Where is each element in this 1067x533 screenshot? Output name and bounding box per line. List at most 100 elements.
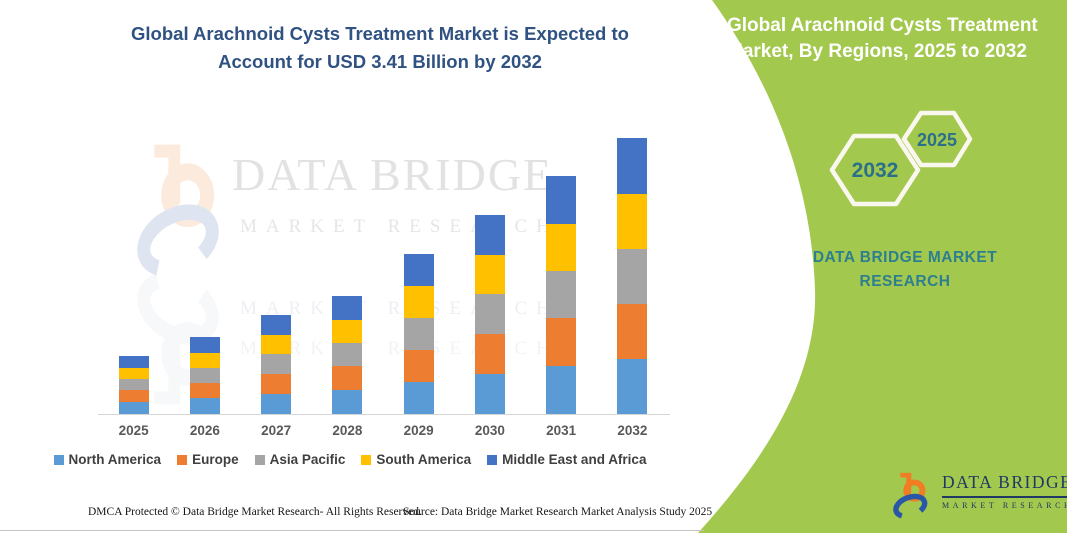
bar-2030 [454,120,525,414]
bar-segment-asia-pacific [403,318,434,350]
hexagon-2025-label: 2025 [917,130,957,150]
legend-label: South America [376,452,472,467]
x-axis-labels: 2025 2026 2027 2028 2029 2030 2031 2032 [98,423,668,438]
bar-segment-asia-pacific [118,379,149,390]
legend-label: Europe [192,452,239,467]
legend-swatch [487,454,498,465]
bar-segment-south-america [189,353,220,368]
bar-segment-middle-east-and-africa [118,356,149,368]
bar-segment-asia-pacific [189,368,220,383]
bar-segment-south-america [118,368,149,379]
watermark-tagline: MARKET RESEARCH [240,216,559,237]
bar-segment-middle-east-and-africa [546,176,577,224]
footer-brand-text: DATA BRIDGE MARKET RESEARCH [942,472,1067,510]
legend-label: Middle East and Africa [502,452,647,467]
watermark-wordmark: DATA BRIDGE [232,149,554,200]
x-axis-line [98,414,670,415]
hexagon-2032 [829,133,921,207]
legend-item-south-america: South America [361,452,471,467]
bar-segment-middle-east-and-africa [332,296,363,320]
bar-segment-north-america [474,374,505,414]
bar-segment-asia-pacific [617,249,648,304]
x-axis-label-2029: 2029 [403,423,434,438]
bar-segment-europe [261,374,292,394]
legend-item-north-america: North America [53,452,162,467]
data-bridge-logo-icon [893,472,928,519]
bar-segment-europe [403,350,434,382]
bar-segment-asia-pacific [546,271,577,318]
footer-brand-wordmark: DATA BRIDGE [942,472,1067,498]
legend-swatch [361,454,372,465]
bar-segment-north-america [546,366,577,414]
bar-segment-south-america [474,255,505,294]
legend-item-middle-east-and-africa: Middle East and Africa [487,452,646,467]
legend-swatch [254,454,265,465]
bar-segment-europe [332,366,363,390]
bar-segment-middle-east-and-africa [261,315,292,335]
chart-title-line2: Account for USD 3.41 Billion by 2032 [218,50,542,72]
bar-segment-middle-east-and-africa [189,337,220,353]
bar-segment-south-america [617,194,648,249]
bar-segment-europe [189,383,220,398]
legend-item-asia-pacific: Asia Pacific [254,452,346,467]
hexagon-2032-label: 2032 [852,159,899,182]
bar-segment-north-america [118,402,149,414]
bar-segment-middle-east-and-africa [474,215,505,255]
chart-legend: North America Europe Asia Pacific South Ame… [30,452,670,467]
legend-swatch [177,454,188,465]
watermark-tagline-reflection-2: MARKET RESEARCH [240,338,559,359]
side-panel-brand-text: DATA BRIDGE MARKET RESEARCH [812,249,998,291]
x-axis-label-2025: 2025 [118,423,149,438]
source-note: Source: Data Bridge Market Research Mark… [403,506,713,518]
legend-item-europe: Europe [177,452,239,467]
bar-segment-south-america [332,320,363,343]
bar-segment-north-america [189,398,220,414]
stacked-bar-chart [98,120,668,414]
x-axis-label-2027: 2027 [261,423,292,438]
x-axis-label-2030: 2030 [474,423,505,438]
bar-segment-north-america [261,394,292,414]
year-hexagons: 2032 2025 [829,110,973,207]
bar-2029 [383,120,454,414]
bar-segment-south-america [546,224,577,271]
bar-segment-europe [474,334,505,374]
x-axis-label-2031: 2031 [546,423,577,438]
footer-brand-tagline: MARKET RESEARCH [942,501,1067,510]
legend-label: North America [68,452,162,467]
side-panel-heading: Global Arachnoid Cysts Treatment Market,… [727,15,1038,63]
hexagon-2025 [901,110,973,168]
bar-segment-middle-east-and-africa [403,254,434,286]
legend-swatch [53,454,64,465]
chart-title-line1: Global Arachnoid Cysts Treatment Market … [131,23,629,44]
bar-segment-asia-pacific [261,354,292,374]
bar-segment-europe [617,304,648,359]
bar-2032 [597,120,668,414]
bar-segment-europe [546,318,577,366]
bar-2031 [526,120,597,414]
x-axis-label-2026: 2026 [189,423,220,438]
bar-segment-north-america [403,382,434,414]
chart-title: Global Arachnoid Cysts Treatment Market … [110,20,650,76]
bar-segment-asia-pacific [332,343,363,366]
watermark-tagline-reflection: MARKET RESEARCH [240,298,559,319]
footer-brand: DATA BRIDGE MARKET RESEARCH [893,472,1067,519]
x-axis-label-2028: 2028 [332,423,363,438]
bar-segment-asia-pacific [474,294,505,334]
bottom-divider [0,530,704,531]
legend-label: Asia Pacific [269,452,346,467]
bar-segment-europe [118,390,149,402]
bar-2026 [169,120,240,414]
bar-segment-south-america [261,335,292,354]
bar-2027 [241,120,312,414]
bar-segment-middle-east-and-africa [617,138,648,194]
x-axis-label-2032: 2032 [617,423,648,438]
watermark-logo-icon [137,144,219,277]
bar-segment-north-america [617,359,648,414]
bar-2025 [98,120,169,414]
bar-2028 [312,120,383,414]
bar-segment-north-america [332,390,363,414]
bar-segment-south-america [403,286,434,318]
dmca-notice: DMCA Protected © Data Bridge Market Rese… [88,506,422,518]
